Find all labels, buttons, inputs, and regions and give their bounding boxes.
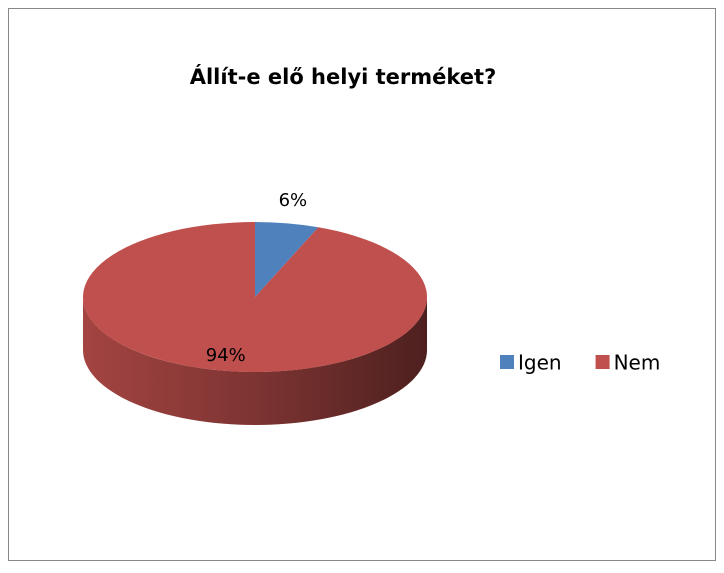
pie-slice [255, 222, 319, 297]
pie-slice [82, 222, 427, 373]
data-label: 6% [279, 190, 308, 211]
legend-label: Igen [518, 351, 562, 375]
legend-label: Nem [614, 351, 661, 375]
pie-side-shade [83, 297, 427, 425]
data-label: 94% [206, 345, 246, 366]
legend-swatch [500, 355, 514, 369]
chart-title: Állít-e elő helyi terméket? [190, 64, 497, 89]
legend-swatch [595, 355, 610, 369]
